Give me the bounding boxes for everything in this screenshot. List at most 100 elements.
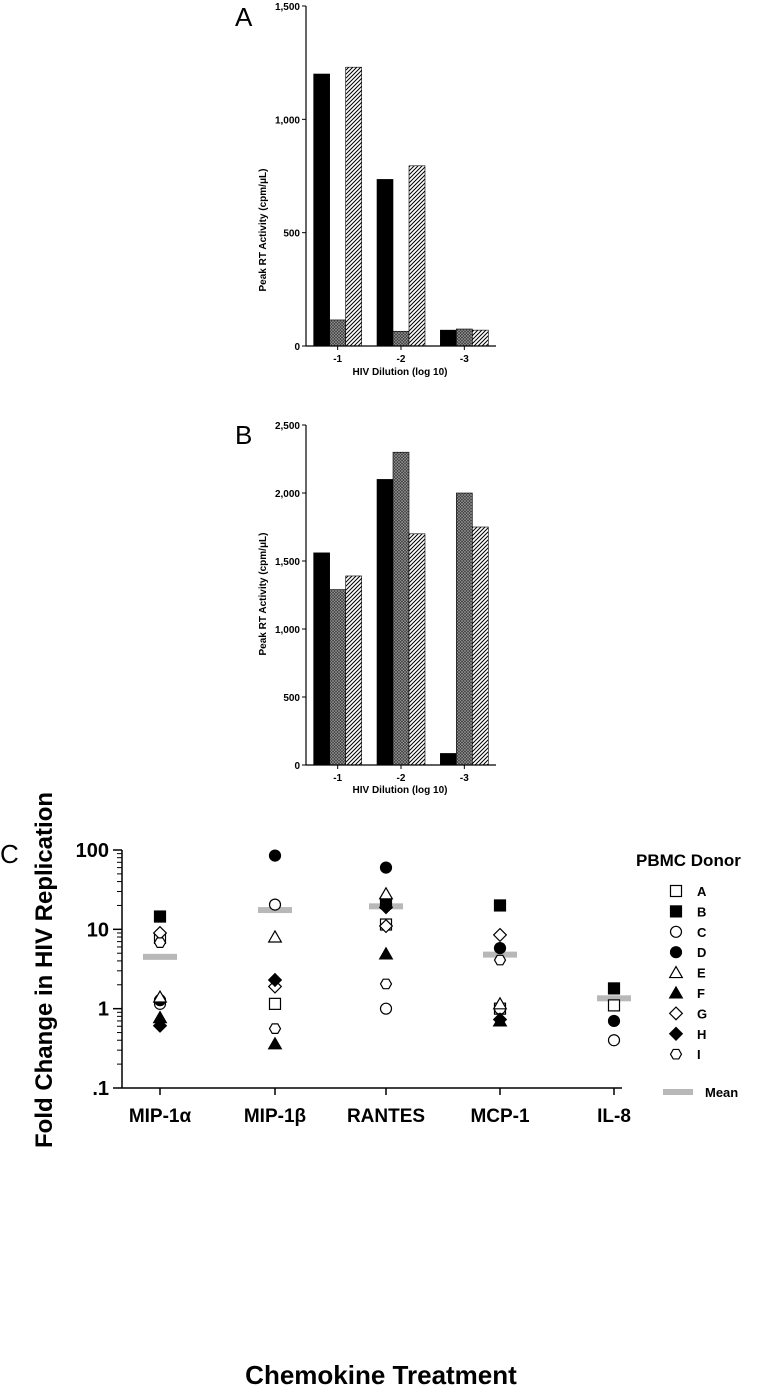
panel-b-axes: [305, 425, 496, 766]
panel-a-axes: [305, 6, 496, 347]
point-donor-A-1: [268, 997, 282, 1010]
x-tick-label: RANTES: [347, 1106, 425, 1127]
legend-marker-I: [669, 1048, 683, 1060]
y-tick-label: 2,500: [275, 421, 300, 432]
x-tick-label: IL-8: [597, 1106, 631, 1127]
panel-a-y-axis-label: Peak RT Activity (cpm/μL): [258, 169, 269, 292]
panel-a-x-ticks: -1 -2 -3: [333, 346, 469, 365]
point-donor-E-0: [152, 989, 168, 1003]
y-tick-label: 100: [76, 840, 109, 862]
point-donor-H-3: [492, 1012, 508, 1027]
bar-crosshatch--3: [456, 328, 473, 347]
legend-label-H: H: [697, 1027, 706, 1042]
point-donor-B-4: [607, 982, 621, 995]
panel-b-label: B: [235, 420, 252, 450]
x-tick-label: MCP-1: [470, 1106, 530, 1127]
y-tick-label: 1,500: [275, 557, 300, 568]
bar-solid--3: [440, 329, 457, 347]
point-donor-C-1: [268, 898, 282, 911]
x-tick-label: -2: [397, 773, 406, 784]
point-donor-A-4: [607, 999, 621, 1012]
point-donor-G-3: [492, 927, 508, 943]
legend-label-G: G: [697, 1006, 707, 1021]
bar-diagonal--2: [408, 165, 426, 347]
point-donor-H-0: [152, 1018, 168, 1033]
panel-c-axes: [121, 850, 622, 1089]
bar-diagonal--3: [472, 526, 489, 766]
point-donor-D-4: [607, 1014, 621, 1028]
panel-c-x-ticks: MIP-1α MIP-1β RANTES MCP-1 IL-8: [129, 1088, 631, 1127]
mean-bar-3: [483, 951, 517, 958]
bar-crosshatch--1: [329, 589, 346, 766]
bar-solid--2: [376, 479, 394, 766]
y-tick-label: 1,500: [275, 2, 300, 13]
x-tick-label: -3: [460, 773, 469, 784]
bar-crosshatch--3: [456, 492, 473, 766]
panel-c-label: C: [0, 839, 19, 869]
panel-b-bar-chart: B Peak RT Activity (cpm/μL) HIV Dilution…: [235, 420, 496, 796]
y-tick-label: .1: [92, 1078, 109, 1100]
panel-c-points: [152, 849, 621, 1050]
y-tick-label: 500: [283, 693, 300, 704]
legend-label-B: B: [697, 904, 706, 919]
panel-b-bars: [313, 451, 489, 766]
bar-diagonal--1: [345, 66, 362, 347]
point-donor-E-1: [267, 929, 283, 943]
legend-title: PBMC Donor: [636, 851, 741, 870]
y-tick-label: 1,000: [275, 115, 300, 126]
panel-a-bar-chart: A Peak RT Activity (cpm/μL) HIV Dilution…: [235, 2, 496, 378]
point-donor-I-3: [493, 954, 507, 966]
point-donor-D-2: [379, 861, 393, 874]
legend-label-D: D: [697, 945, 706, 960]
point-donor-F-1: [267, 1036, 283, 1050]
bar-solid--3: [440, 753, 457, 766]
mean-bar-0: [143, 953, 177, 960]
legend-marker-C: [669, 925, 683, 938]
bar-crosshatch--1: [329, 319, 346, 347]
legend-label-E: E: [697, 966, 706, 981]
point-donor-I-2: [379, 978, 393, 990]
panel-c-scatter-chart: C Fold Change in HIV Replication Chemoki…: [0, 792, 741, 1390]
bar-solid--1: [313, 552, 330, 766]
panel-c-x-axis-label: Chemokine Treatment: [245, 1360, 517, 1390]
panel-b-x-axis-label: HIV Dilution (log 10): [353, 785, 448, 796]
x-tick-label: -3: [460, 354, 469, 365]
x-tick-label: -2: [397, 354, 406, 365]
point-donor-I-0: [153, 937, 167, 948]
bar-diagonal--3: [472, 329, 489, 347]
y-tick-label: 2,000: [275, 489, 300, 500]
panel-c-y-ticks: .1 1 10 100: [76, 840, 122, 1100]
point-donor-D-3: [493, 942, 507, 955]
y-tick-label: 1: [98, 999, 109, 1021]
legend-marker-A: [669, 884, 683, 898]
point-donor-H-1: [267, 972, 283, 988]
point-donor-I-1: [268, 1023, 282, 1035]
panel-b-x-ticks: -1 -2 -3: [333, 765, 469, 784]
panel-c-y-axis-label: Fold Change in HIV Replication: [31, 792, 58, 1148]
point-donor-B-0: [153, 910, 167, 923]
bar-solid--1: [313, 73, 330, 347]
x-tick-label: -1: [333, 773, 342, 784]
legend-label-I: I: [697, 1047, 701, 1062]
point-donor-G-2: [378, 918, 394, 934]
legend-mean-swatch: [663, 1089, 693, 1095]
panel-a-y-ticks: 0 500 1,000 1,500: [275, 2, 306, 353]
panel-a-label: A: [235, 2, 253, 32]
legend-label-F: F: [697, 986, 705, 1001]
legend-mean-label: Mean: [705, 1085, 738, 1100]
x-tick-label: -1: [333, 354, 342, 365]
bar-diagonal--1: [345, 575, 362, 766]
x-tick-label: MIP-1α: [129, 1106, 192, 1127]
y-tick-label: 0: [294, 342, 300, 353]
panel-b-y-axis-label: Peak RT Activity (cpm/μL): [258, 533, 269, 656]
point-donor-C-4: [607, 1034, 621, 1047]
point-donor-C-2: [379, 1002, 393, 1015]
bar-solid--2: [376, 179, 394, 347]
y-tick-label: 500: [283, 229, 300, 240]
panel-b-y-ticks: 0 500 1,000 1,500 2,000 2,500: [275, 421, 306, 772]
panel-a-bars: [313, 66, 489, 347]
legend-marker-B: [669, 905, 683, 918]
point-donor-E-2: [378, 886, 394, 900]
